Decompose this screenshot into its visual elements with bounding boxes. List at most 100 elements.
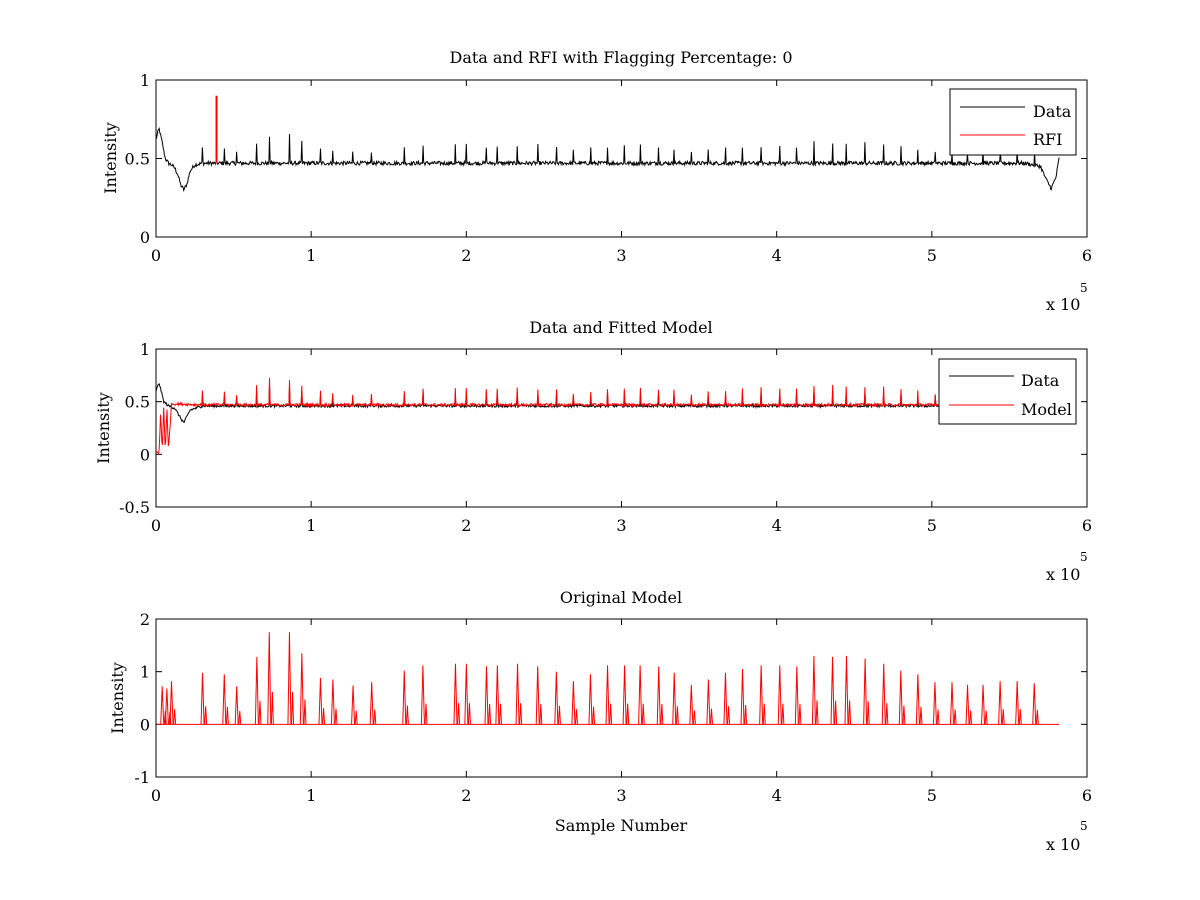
panel-1-axes-box bbox=[155, 79, 1088, 238]
panel-3-multiplier-exponent: 5 bbox=[1080, 819, 1088, 833]
panel-3-peak bbox=[330, 679, 335, 725]
panel-1-ytick-label: 0 bbox=[140, 228, 150, 247]
panel-3-peak bbox=[222, 674, 227, 725]
panel-3-peak bbox=[638, 665, 643, 725]
panel-3-peak bbox=[535, 666, 540, 725]
panel-3-peak-shoulder bbox=[457, 703, 461, 725]
panel-3-peak-shoulder bbox=[291, 692, 295, 725]
panel-3-peak bbox=[351, 685, 356, 725]
panel-3-peak bbox=[950, 682, 955, 725]
panel-3-peak bbox=[723, 672, 728, 725]
panel-3-peak bbox=[420, 665, 425, 725]
panel-2: Data and Fitted Model 0 1 2 3 4 5 6-0.500.51 I… bbox=[94, 318, 1092, 584]
panel-3-axes-box bbox=[155, 618, 1088, 778]
panel-1-xtick-label: 5 bbox=[927, 246, 937, 265]
panel-2-multiplier-exponent: 5 bbox=[1080, 550, 1088, 564]
panel-3-peak bbox=[164, 688, 169, 725]
panel-1-xtick-label: 6 bbox=[1082, 246, 1092, 265]
panel-2-legend: Data Model bbox=[938, 358, 1077, 425]
panel-3-peak bbox=[160, 686, 165, 725]
panel-3-peak bbox=[706, 679, 711, 725]
panel-3-peak-shoulder bbox=[660, 704, 664, 725]
panel-2-xtick-label: 6 bbox=[1082, 516, 1092, 535]
panel-1-exponent: x 10 5 bbox=[1046, 281, 1088, 314]
panel-3-xtick-label: 6 bbox=[1082, 786, 1092, 805]
panel-3-peak bbox=[622, 665, 627, 725]
panel-3-peak-shoulder bbox=[1001, 709, 1005, 725]
panel-3-peak-shoulder bbox=[866, 701, 870, 725]
panel-2-multiplier: x 10 bbox=[1046, 565, 1080, 584]
panel-2-xtick-label: 0 bbox=[151, 516, 161, 535]
panel-3-peak-shoulder bbox=[373, 709, 377, 725]
panel-3-peak bbox=[863, 658, 868, 725]
panel-3-peak bbox=[811, 655, 816, 725]
panel-1-ylabel: Intensity bbox=[101, 122, 120, 194]
panel-3-peak bbox=[1015, 681, 1020, 725]
panel-3-peak-shoulder bbox=[936, 709, 940, 725]
panel-3-peak-shoulder bbox=[834, 700, 838, 725]
panel-3-peak bbox=[794, 666, 799, 725]
panel-3-peak-shoulder bbox=[848, 700, 852, 725]
panel-2-xtick-label: 5 bbox=[927, 516, 937, 535]
panel-3-xtick-label: 4 bbox=[772, 786, 782, 805]
panel-3-peak bbox=[672, 672, 677, 725]
panel-3-xtick-label: 1 bbox=[306, 786, 316, 805]
panel-3-peak bbox=[299, 653, 304, 725]
panel-3-peak-shoulder bbox=[1035, 709, 1039, 725]
panel-3-peak bbox=[402, 670, 407, 725]
panel-3-peak-shoulder bbox=[675, 706, 679, 725]
panel-3-multiplier: x 10 bbox=[1046, 835, 1080, 854]
panel-1: Data and RFI with Flagging Percentage: 0… bbox=[101, 48, 1092, 314]
panel-3-peak-shoulder bbox=[519, 703, 523, 725]
panel-3-peak-shoulder bbox=[575, 709, 579, 725]
panel-3-peak bbox=[932, 682, 937, 725]
panel-3-peak-shoulder bbox=[270, 692, 274, 725]
panel-3-peak-shoulder bbox=[238, 711, 242, 725]
panel-3-peak-shoulder bbox=[626, 703, 630, 725]
panel-3-peak-shoulder bbox=[258, 700, 262, 725]
panel-3-peak bbox=[830, 656, 835, 725]
panel-3-peak bbox=[915, 674, 920, 725]
panel-3-peak-shoulder bbox=[405, 705, 409, 725]
panel-1-xtick-label: 4 bbox=[772, 246, 782, 265]
panel-3-peak bbox=[898, 670, 903, 725]
panel-3-peak-shoulder bbox=[539, 704, 543, 725]
panel-3-peak-shoulder bbox=[815, 700, 819, 725]
panel-3-peak bbox=[554, 671, 559, 725]
panel-2-ytick-label: 0.5 bbox=[125, 393, 150, 412]
panel-2-ytick-label: 1 bbox=[140, 340, 150, 359]
panel-3-peak bbox=[169, 681, 174, 725]
panel-2-legend-box bbox=[938, 358, 1077, 425]
panel-3-peak bbox=[656, 666, 661, 725]
panel-3-peak bbox=[1032, 683, 1037, 725]
panel-1-legend-rfi-label: RFI bbox=[1033, 130, 1062, 149]
panel-3-xlabel: Sample Number bbox=[555, 816, 688, 835]
panel-3-peak bbox=[464, 663, 469, 725]
panel-2-axes-box bbox=[155, 348, 1088, 508]
panel-3-peak-shoulder bbox=[354, 710, 358, 725]
panel-3-peak bbox=[484, 666, 489, 725]
panel-3-peak bbox=[998, 681, 1003, 725]
panel-3-peak bbox=[287, 632, 292, 725]
panel-3-peak-shoulder bbox=[762, 703, 766, 725]
panel-3-peak-shoulder bbox=[467, 703, 471, 725]
panel-3-peak bbox=[254, 656, 259, 725]
panel-3-peak bbox=[965, 684, 970, 725]
panel-3-xtick-label: 2 bbox=[461, 786, 471, 805]
panel-1-xtick-label: 3 bbox=[616, 246, 626, 265]
panel-3-peak-shoulder bbox=[781, 703, 785, 725]
panel-3-peak-shoulder bbox=[498, 703, 502, 725]
panel-3-peak-shoulder bbox=[557, 705, 561, 725]
panel-1-xtick-label: 2 bbox=[461, 246, 471, 265]
panel-2-ytick-label: -0.5 bbox=[119, 498, 150, 517]
panel-3-peak-shoulder bbox=[225, 706, 229, 725]
panel-3-peak-shoulder bbox=[334, 708, 338, 725]
panel-3-peak-shoulder bbox=[609, 703, 613, 725]
panel-2-title: Data and Fitted Model bbox=[529, 318, 712, 337]
panel-3-peak bbox=[981, 684, 986, 725]
panel-3-peak-shoulder bbox=[953, 709, 957, 725]
panel-3-peak bbox=[200, 672, 205, 725]
panel-3-peak bbox=[588, 674, 593, 725]
